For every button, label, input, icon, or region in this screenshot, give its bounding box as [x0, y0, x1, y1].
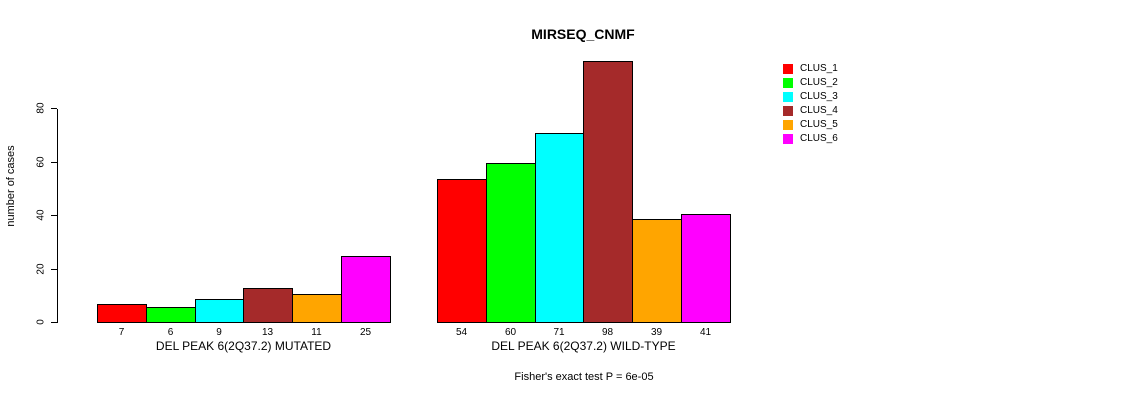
legend-entry-clus_5: CLUS_5 [783, 118, 838, 132]
legend-swatch [783, 78, 793, 88]
y-tick [51, 269, 57, 270]
bar-value-label: 6 [167, 327, 174, 338]
legend-entry-clus_2: CLUS_2 [783, 76, 838, 90]
group-label: DEL PEAK 6(2Q37.2) MUTATED [155, 339, 332, 353]
bar-clus_3-mutated [195, 299, 244, 323]
legend-label: CLUS_4 [800, 105, 838, 116]
group-label: DEL PEAK 6(2Q37.2) WILD-TYPE [491, 339, 676, 353]
bar-clus_3-wild-type [535, 133, 584, 323]
legend: CLUS_1 CLUS_2 CLUS_3 CLUS_4 CLUS_5 CLUS_6 [783, 62, 838, 146]
bar-clus_1-wild-type [437, 179, 487, 323]
legend-label: CLUS_5 [800, 119, 838, 130]
fisher-test-annotation: Fisher's exact test P = 6e-05 [514, 371, 654, 383]
legend-swatch [783, 64, 793, 74]
y-tick-label: 80 [35, 102, 47, 114]
bar-clus_5-mutated [292, 294, 342, 323]
bar-value-label: 11 [311, 327, 322, 338]
legend-label: CLUS_3 [800, 91, 838, 102]
bar-value-label: 39 [650, 327, 663, 338]
y-tick-label: 20 [35, 263, 47, 275]
bar-value-label: 71 [553, 327, 565, 338]
y-tick-label: 0 [35, 319, 47, 325]
bar-value-label: 54 [455, 327, 468, 338]
legend-swatch [783, 92, 793, 102]
y-axis-line [57, 109, 58, 323]
bar-value-label: 98 [601, 327, 614, 338]
bar-clus_4-mutated [243, 288, 293, 323]
y-tick [51, 108, 57, 109]
chart-title: MIRSEQ_CNMF [531, 26, 635, 42]
bar-clus_5-wild-type [632, 219, 682, 323]
bar-clus_2-mutated [146, 307, 196, 323]
bar-clus_1-mutated [97, 304, 147, 323]
bar-value-label: 60 [504, 327, 517, 338]
bar-clus_2-wild-type [486, 163, 536, 323]
bar-value-label: 41 [699, 327, 712, 338]
legend-label: CLUS_1 [800, 63, 838, 74]
y-axis-label: number of cases [5, 145, 17, 227]
y-tick [51, 162, 57, 163]
y-tick-label: 60 [35, 156, 47, 168]
legend-entry-clus_1: CLUS_1 [783, 62, 838, 76]
bar-value-label: 13 [261, 327, 274, 338]
legend-swatch [783, 106, 793, 116]
legend-entry-clus_3: CLUS_3 [783, 90, 838, 104]
y-tick-label: 40 [35, 209, 47, 221]
bar-clus_6-wild-type [681, 214, 731, 323]
bar-value-label: 9 [216, 327, 222, 338]
legend-entry-clus_6: CLUS_6 [783, 132, 838, 146]
legend-label: CLUS_6 [800, 133, 838, 144]
legend-swatch [783, 120, 793, 130]
legend-label: CLUS_2 [800, 77, 838, 88]
y-tick [51, 215, 57, 216]
y-tick [51, 322, 57, 323]
bar-clus_4-wild-type [583, 61, 633, 323]
legend-entry-clus_4: CLUS_4 [783, 104, 838, 118]
bar-value-label: 25 [359, 327, 372, 338]
bar-value-label: 7 [118, 327, 125, 338]
bar-clus_6-mutated [341, 256, 391, 323]
legend-swatch [783, 134, 793, 144]
